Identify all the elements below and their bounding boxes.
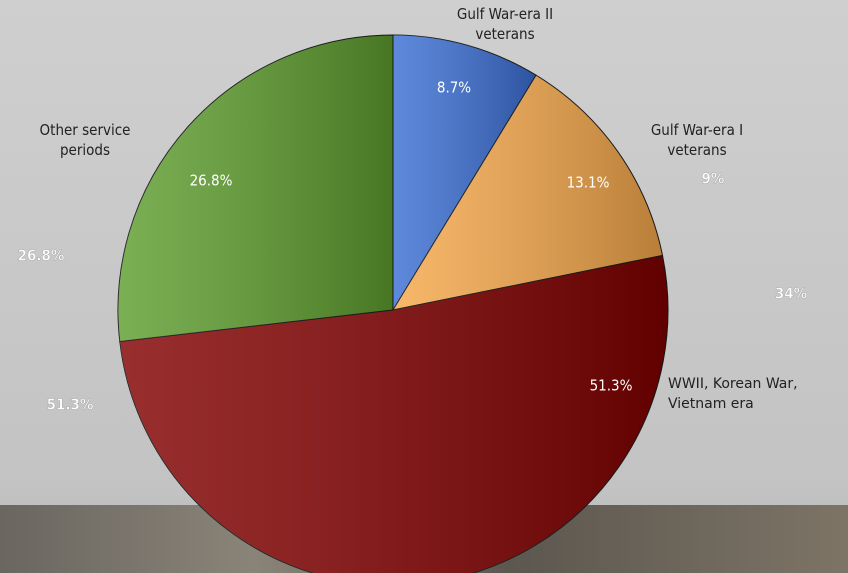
annotation: 34% xyxy=(775,285,808,303)
annotation: 26.8% xyxy=(18,247,65,265)
value-label: 51.3% xyxy=(590,377,633,395)
value-label: 26.8% xyxy=(190,172,233,190)
annotation: 51.3% xyxy=(47,396,94,414)
slice-shade xyxy=(118,35,393,342)
slice-shade xyxy=(393,75,663,310)
slice-shade xyxy=(393,35,537,310)
category-label: Other service periods xyxy=(39,121,131,159)
value-label: 13.1% xyxy=(567,174,610,192)
category-label: Gulf War-era II veterans xyxy=(456,5,554,43)
category-label: Gulf War-era I veterans xyxy=(650,121,744,159)
annotation: 9% xyxy=(702,170,725,188)
slice-shade xyxy=(119,255,669,573)
category-label: WWII, Korean War, Vietnam era xyxy=(668,376,798,412)
value-label: 8.7% xyxy=(437,79,471,97)
